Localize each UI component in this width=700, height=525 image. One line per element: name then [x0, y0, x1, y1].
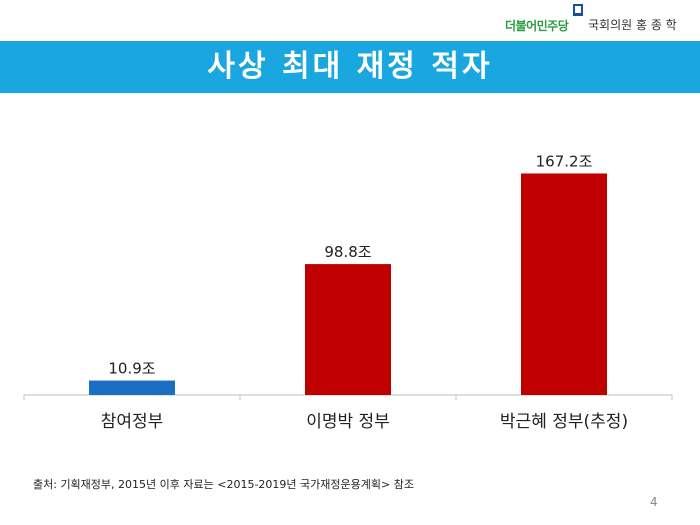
page-number: 4 [650, 495, 658, 509]
source-note: 출처: 기획재정부, 2015년 이후 자료는 <2015-2019년 국가재정… [33, 478, 414, 491]
member-name: 국회의원 홍 종 학 [588, 18, 677, 32]
party-name: 더불어민주당 [505, 19, 569, 33]
x-tick-label: 참여정부 [101, 412, 164, 432]
slide-title: 사상 최대 재정 적자 [207, 49, 493, 84]
bar [305, 264, 391, 395]
bar [89, 380, 175, 395]
x-tick-label: 박근혜 정부(추정) [500, 412, 628, 432]
data-label: 98.8조 [324, 243, 371, 261]
party-logo-icon [573, 4, 583, 16]
data-label: 167.2조 [536, 152, 593, 170]
bar [521, 173, 607, 395]
data-label: 10.9조 [108, 360, 155, 378]
x-tick-label: 이명박 정부 [306, 412, 390, 432]
slide-header: 더불어민주당 국회의원 홍 종 학 [0, 0, 700, 38]
title-bar: 사상 최대 재정 적자 [0, 41, 700, 93]
